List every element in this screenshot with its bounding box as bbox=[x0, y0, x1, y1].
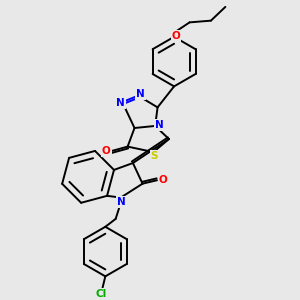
Text: N: N bbox=[117, 197, 126, 207]
Text: N: N bbox=[136, 89, 145, 99]
Text: N: N bbox=[155, 120, 164, 130]
Text: O: O bbox=[158, 175, 167, 185]
Text: Cl: Cl bbox=[95, 289, 106, 298]
Text: N: N bbox=[116, 98, 125, 108]
Text: O: O bbox=[171, 31, 180, 41]
Text: O: O bbox=[102, 146, 111, 156]
Text: S: S bbox=[150, 151, 158, 161]
